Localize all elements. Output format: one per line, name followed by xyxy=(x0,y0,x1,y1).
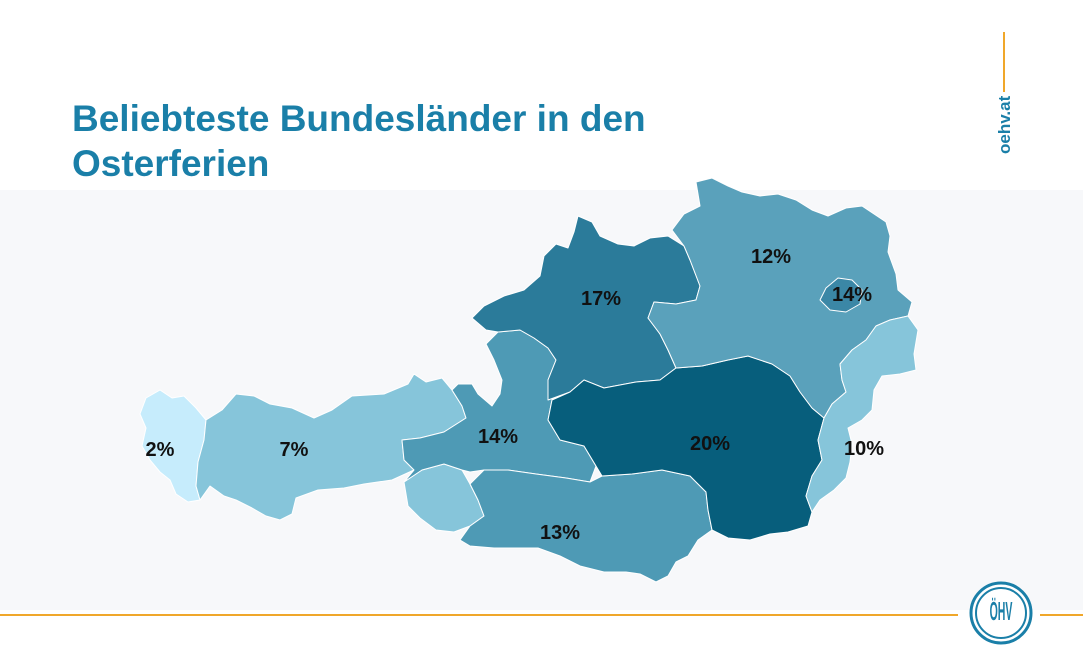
accent-vertical-line xyxy=(1003,32,1005,92)
label-salzburg: 14% xyxy=(478,426,518,448)
brand-url-text: oehv.at xyxy=(995,96,1014,154)
brand-url[interactable]: oehv.at xyxy=(986,96,1022,156)
footer-line-right xyxy=(1040,614,1083,616)
region-kaernten[interactable] xyxy=(459,469,713,583)
title-line-2: Osterferien xyxy=(72,143,270,184)
page-title: Beliebteste Bundesländer in den Osterfer… xyxy=(72,96,832,186)
label-wien: 14% xyxy=(832,284,872,306)
label-steiermark: 20% xyxy=(690,433,730,455)
oehv-logo[interactable]: ÖHV xyxy=(968,580,1034,646)
label-niederoesterreich: 12% xyxy=(751,246,791,268)
label-oberoesterreich: 17% xyxy=(581,288,621,310)
region-wien[interactable] xyxy=(819,277,863,313)
footer-line-left xyxy=(0,614,958,616)
oehv-logo-text: ÖHV xyxy=(990,596,1013,626)
label-burgenland: 10% xyxy=(844,438,884,460)
title-line-1: Beliebteste Bundesländer in den xyxy=(72,98,646,139)
region-burgenland[interactable] xyxy=(805,315,919,513)
label-kaernten: 13% xyxy=(540,522,580,544)
label-vorarlberg: 2% xyxy=(146,439,175,461)
label-tirol: 7% xyxy=(280,439,309,461)
